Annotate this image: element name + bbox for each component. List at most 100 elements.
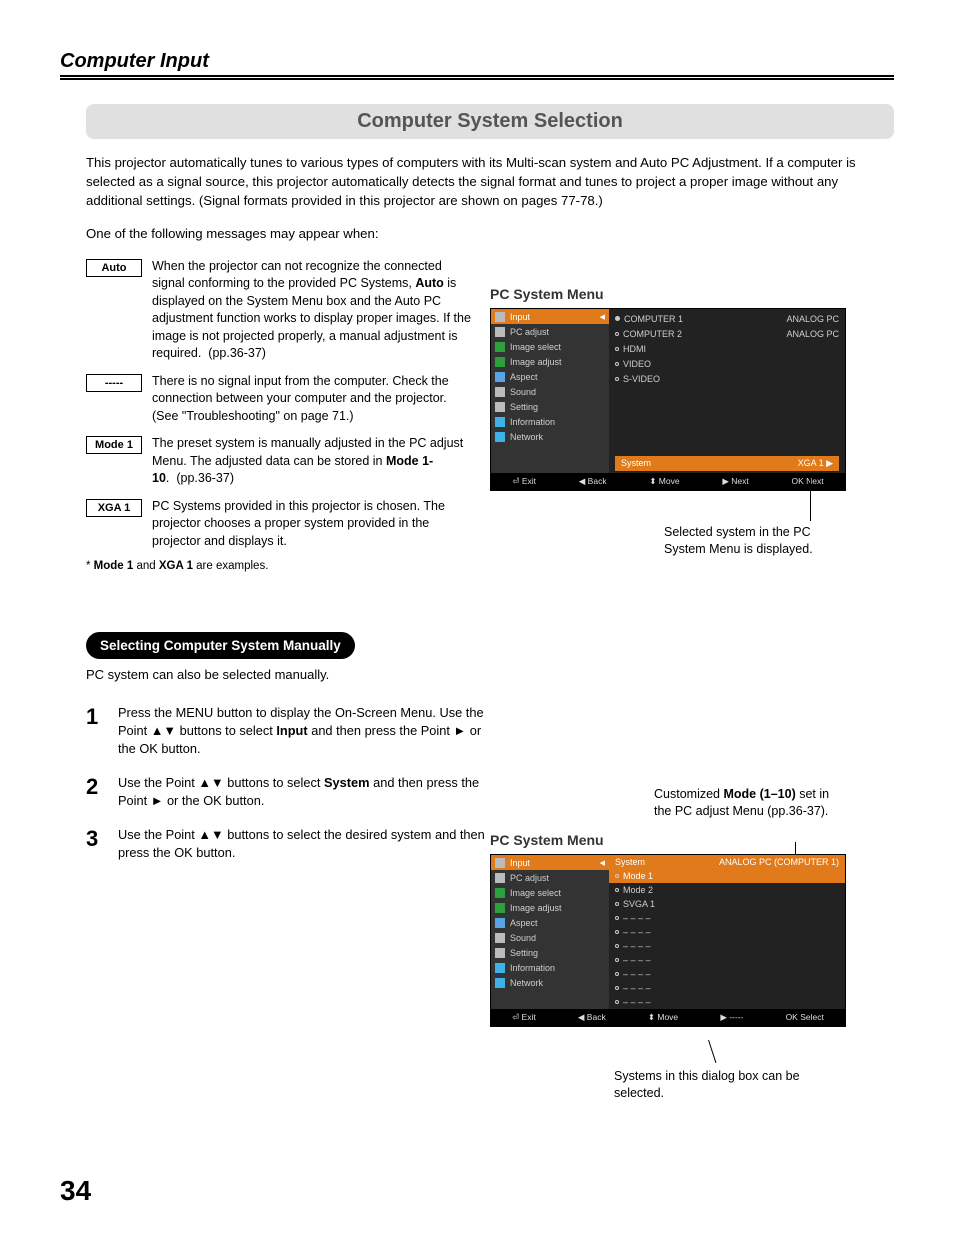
sidebar-icon (495, 387, 505, 397)
menu1-screenshot: Input◀PC adjustImage selectImage adjustA… (490, 308, 846, 491)
sidebar-item: Sound (491, 930, 609, 945)
bullet-icon (615, 972, 619, 976)
intro-paragraph-1: This projector automatically tunes to va… (86, 153, 894, 210)
sidebar-icon (495, 873, 505, 883)
sidebar-item-label: Sound (510, 933, 536, 943)
bullet-icon (615, 316, 620, 321)
sidebar-item: Aspect (491, 369, 609, 384)
step-1-number: 1 (86, 704, 118, 730)
sidebar-item-label: Image select (510, 888, 561, 898)
sidebar-item: Information (491, 960, 609, 975)
message-label-xga1: XGA 1 (86, 499, 142, 517)
menu-bottom-hint: ◀ Back (579, 476, 607, 487)
menu2-leader-bottom (708, 1040, 716, 1063)
menu2-mode-label: – – – – (623, 927, 651, 937)
sidebar-item: Image adjust (491, 354, 609, 369)
message-text-dashes: There is no signal input from the comput… (152, 373, 476, 426)
sidebar-item: Input ◀ (491, 855, 609, 870)
menu2-top-bar: System ANALOG PC (COMPUTER 1) (609, 855, 845, 869)
sidebar-item: Network (491, 975, 609, 990)
sidebar-icon (495, 327, 505, 337)
sidebar-item-label: Aspect (510, 372, 538, 382)
menu1-system-bar: System XGA 1 ▶ (615, 456, 839, 471)
menu2-mode-list: Mode 1Mode 2SVGA 1– – – –– – – –– – – ––… (609, 869, 845, 1009)
sidebar-item: Network (491, 429, 609, 444)
sidebar-icon (495, 948, 505, 958)
sidebar-item-label: PC adjust (510, 873, 549, 883)
menu1-item-row: HDMI (615, 341, 839, 356)
menu-bottom-hint: ⏎ Exit (512, 1012, 536, 1023)
sidebar-item-label: PC adjust (510, 327, 549, 337)
bullet-icon (615, 944, 619, 948)
bullet-icon (615, 986, 619, 990)
sidebar-item: Setting (491, 399, 609, 414)
steps-list: 1 Press the MENU button to display the O… (86, 704, 492, 861)
sidebar-item-label: Aspect (510, 918, 538, 928)
bullet-icon (615, 362, 619, 366)
menu-bottom-hint: ◀ Back (578, 1012, 606, 1023)
menu2-mode-row: – – – – (609, 911, 845, 925)
message-label-auto: Auto (86, 259, 142, 277)
menu2-mode-label: – – – – (623, 997, 651, 1007)
sidebar-item-label: Image adjust (510, 903, 562, 913)
sidebar-item: Image select (491, 339, 609, 354)
sidebar-item-label: Information (510, 963, 555, 973)
menu1-item-row: COMPUTER 2ANALOG PC (615, 326, 839, 341)
menu-bottom-hint: OK Next (792, 476, 824, 487)
bullet-icon (615, 347, 619, 351)
manual-intro: PC system can also be selected manually. (86, 667, 894, 682)
sidebar-icon (495, 963, 505, 973)
bullet-icon (615, 930, 619, 934)
sidebar-icon (495, 858, 505, 868)
menu-bottom-hint: ▶ ----- (720, 1012, 743, 1023)
message-row-xga1: XGA 1 PC Systems provided in this projec… (86, 498, 476, 551)
sidebar-icon (495, 888, 505, 898)
bullet-icon (615, 332, 619, 336)
menu2-mode-row: – – – – (609, 939, 845, 953)
sidebar-item-label: Input (510, 858, 530, 868)
sidebar-item-label: Image select (510, 342, 561, 352)
menu-bottom-hint: ⬍ Move (649, 476, 679, 487)
sidebar-item-label: Image adjust (510, 357, 562, 367)
menu-bottom-hint: ⬍ Move (648, 1012, 678, 1023)
menu2-mode-row: – – – – (609, 995, 845, 1009)
page-number: 34 (60, 1175, 91, 1207)
menu1-item-left: S-VIDEO (623, 374, 660, 384)
step-2: 2 Use the Point ▲▼ buttons to select Sys… (86, 774, 492, 810)
message-row-dashes: ----- There is no signal input from the … (86, 373, 476, 426)
sidebar-item-label: Network (510, 978, 543, 988)
menu1-sysbar-l: System (621, 458, 651, 469)
sidebar-item-label: Input (510, 312, 530, 322)
menu2-mode-label: Mode 2 (623, 885, 653, 895)
menu2-sidebar: Input ◀ PC adjust Image select Image adjust A… (491, 855, 609, 1009)
sidebar-item-label: Setting (510, 948, 538, 958)
message-row-mode1: Mode 1 The preset system is manually adj… (86, 435, 476, 488)
message-label-dashes: ----- (86, 374, 142, 392)
message-row-auto: Auto When the projector can not recogniz… (86, 258, 476, 363)
sidebar-icon (495, 933, 505, 943)
menu2-caption-bottom: Systems in this dialog box can be select… (614, 1068, 814, 1102)
bullet-icon (615, 916, 619, 920)
message-text-auto: When the projector can not recognize the… (152, 258, 476, 363)
menu1-item-right: ANALOG PC (786, 314, 839, 324)
bullet-icon (615, 1000, 619, 1004)
menu2-mode-row: Mode 1 (609, 869, 845, 883)
sidebar-icon (495, 918, 505, 928)
menu-bottom-hint: ⏎ Exit (512, 476, 536, 487)
manual-heading: Selecting Computer System Manually (86, 632, 355, 659)
menu2-mode-row: – – – – (609, 981, 845, 995)
sidebar-item-label: Setting (510, 402, 538, 412)
bullet-icon (615, 874, 619, 878)
sidebar-item: Sound (491, 384, 609, 399)
menu1-sidebar: Input◀PC adjustImage selectImage adjustA… (491, 309, 609, 473)
menu2-mode-row: – – – – (609, 967, 845, 981)
sidebar-icon (495, 903, 505, 913)
menu2-mode-row: – – – – (609, 953, 845, 967)
menu1-item-row: VIDEO (615, 356, 839, 371)
message-text-xga1: PC Systems provided in this projector is… (152, 498, 476, 551)
message-label-mode1: Mode 1 (86, 436, 142, 454)
chevron-left-icon: ◀ (600, 859, 605, 867)
sidebar-icon (495, 402, 505, 412)
step-2-number: 2 (86, 774, 118, 800)
menu1-item-left: VIDEO (623, 359, 651, 369)
